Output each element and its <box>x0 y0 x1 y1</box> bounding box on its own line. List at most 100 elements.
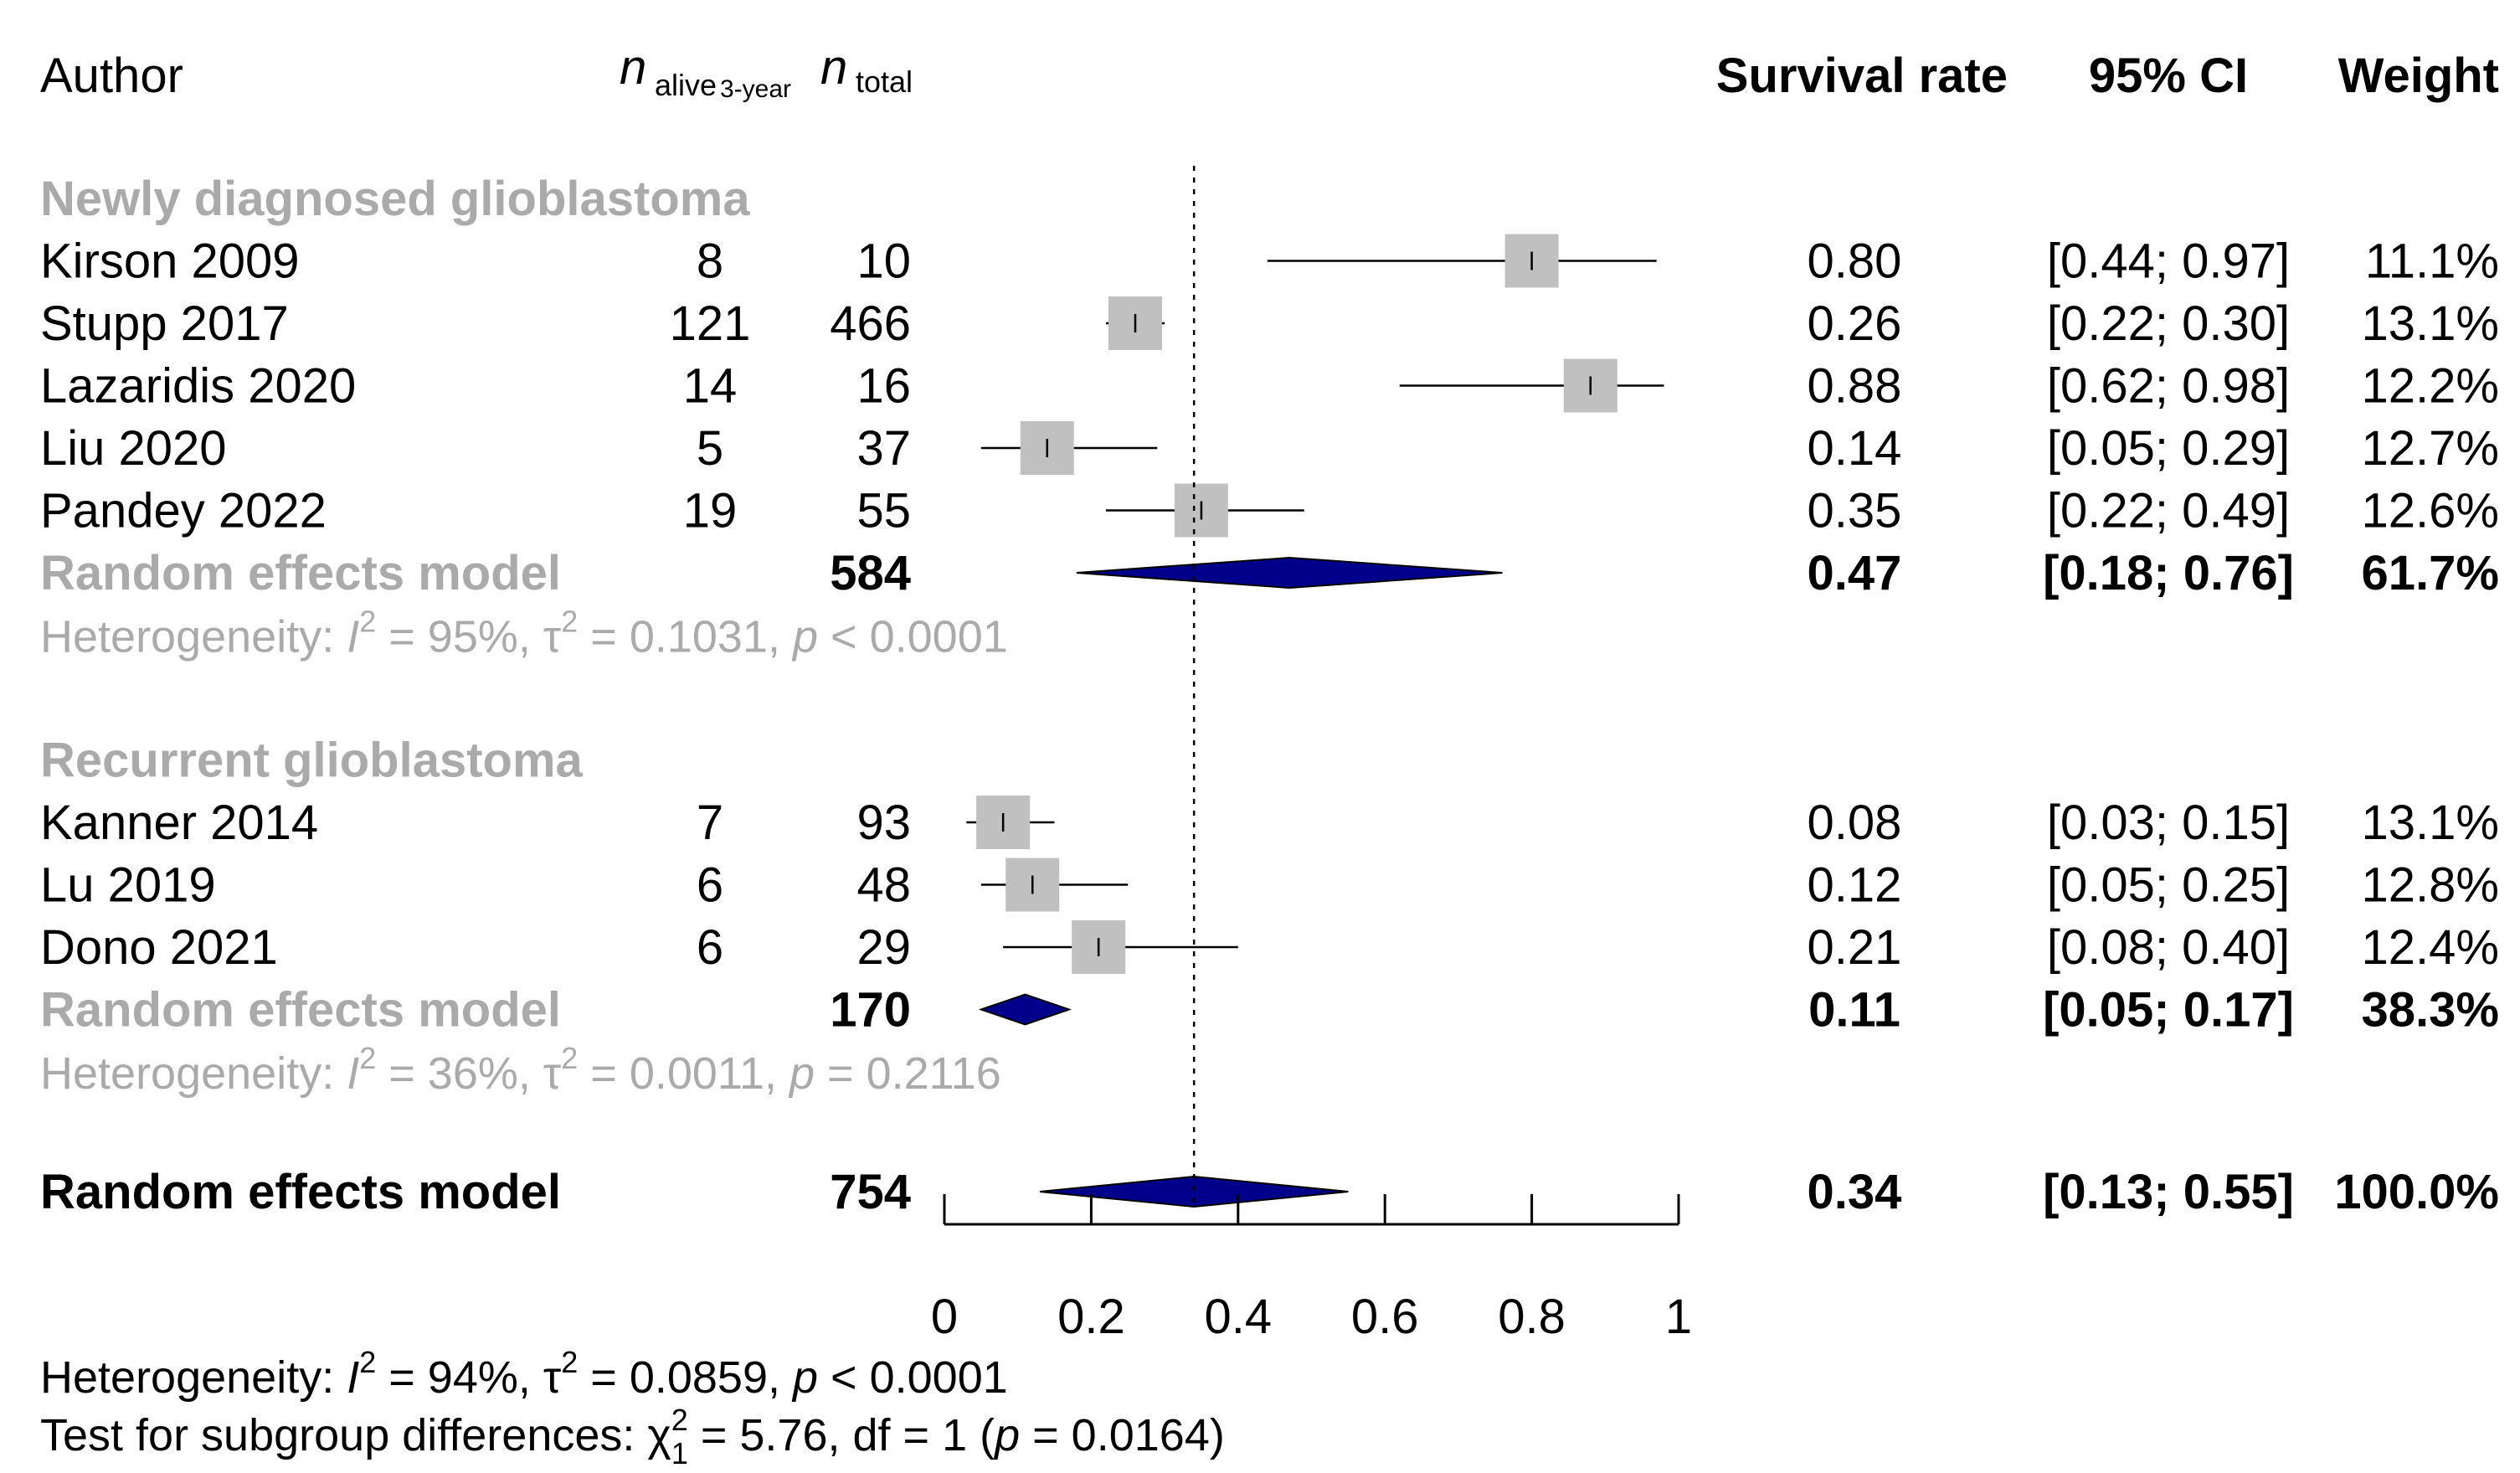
subgroup-test: Test for subgroup differences: χ2 1 = 5.7… <box>40 1403 1225 1470</box>
study-rate: 0.08 <box>1808 796 1902 850</box>
x-tick-label: 0.4 <box>1204 1290 1272 1344</box>
subgroup-test-prefix: Test for subgroup differences: <box>40 1410 647 1460</box>
study-ci: [0.05; 0.29] <box>2047 421 2290 476</box>
study-row: Lu 2019 6 48 0.12 [0.05; 0.25] 12.8% <box>40 858 2499 913</box>
study-total: 10 <box>856 234 911 289</box>
study-alive: 19 <box>683 484 738 538</box>
study-row: Pandey 2022 19 55 0.35 [0.22; 0.49] 12.6% <box>40 484 2499 538</box>
study-total: 16 <box>856 359 911 414</box>
tau-value: = 0.1031, <box>578 612 793 662</box>
model-weight: 38.3% <box>2362 983 2499 1038</box>
study-total: 55 <box>856 484 911 538</box>
tau-symbol: τ <box>543 612 561 662</box>
heterogeneity-prefix: Heterogeneity: <box>40 1352 347 1403</box>
study-alive: 7 <box>697 796 723 850</box>
x-axis: 0 0.2 0.4 0.6 0.8 1 <box>931 1194 1692 1344</box>
study-ci: [0.22; 0.30] <box>2047 296 2290 351</box>
study-author: Lu 2019 <box>40 858 216 913</box>
i-superscript: 2 <box>359 1041 376 1075</box>
study-row: Stupp 2017 121 466 0.26 [0.22; 0.30] 13.1% <box>40 296 2499 351</box>
i-superscript: 2 <box>359 1345 376 1379</box>
study-rate: 0.88 <box>1808 359 1902 414</box>
study-author: Stupp 2017 <box>40 296 289 351</box>
study-author: Kirson 2009 <box>40 234 300 289</box>
p-value: = 0.0164) <box>1020 1410 1225 1460</box>
overall-model-row: Random effects model 754 0.34 [0.13; 0.55] 1… <box>40 1165 2499 1219</box>
model-rate: 0.11 <box>1808 983 1900 1038</box>
subgroup-model-row: Random effects model 584 0.47 [0.18; 0.76] 6… <box>40 546 2499 600</box>
study-ci: [0.44; 0.97] <box>2047 234 2290 289</box>
chi-symbol: χ <box>647 1410 671 1460</box>
model-diamond <box>1039 1175 1349 1208</box>
study-row: Dono 2021 6 29 0.21 [0.08; 0.40] 12.4% <box>40 920 2499 975</box>
study-rate: 0.12 <box>1808 858 1902 913</box>
model-total: 754 <box>830 1165 911 1219</box>
x-tick-label: 1 <box>1665 1290 1692 1344</box>
subgroup-heterogeneity: Heterogeneity: I2 = 95%, τ2 = 0.1031, p … <box>40 605 1008 662</box>
p-symbol: p <box>791 612 818 662</box>
model-label: Random effects model <box>40 546 561 600</box>
subgroup-title: Newly diagnosed glioblastoma <box>40 172 750 226</box>
study-rate: 0.26 <box>1808 296 1902 351</box>
study-weight: 11.1% <box>2365 234 2499 289</box>
header-n-total: n <box>820 40 847 95</box>
study-ci: [0.08; 0.40] <box>2047 920 2290 975</box>
model-diamond <box>1076 556 1503 590</box>
tau-superscript: 2 <box>561 605 578 639</box>
header-n-total-sub: total <box>856 64 913 99</box>
study-rate: 0.35 <box>1808 484 1902 538</box>
tau-superscript: 2 <box>561 1041 578 1075</box>
study-author: Dono 2021 <box>40 920 278 975</box>
i-value: = 95%, <box>376 612 543 662</box>
study-weight: 13.1% <box>2362 296 2499 351</box>
tau-symbol: τ <box>543 1048 561 1099</box>
p-value: < 0.0001 <box>818 1352 1008 1403</box>
study-alive: 6 <box>697 920 723 975</box>
i-symbol: I <box>347 612 359 662</box>
study-weight: 12.4% <box>2362 920 2499 975</box>
model-diamond <box>978 993 1072 1026</box>
study-author: Liu 2020 <box>40 421 227 476</box>
model-rate: 0.34 <box>1808 1165 1902 1219</box>
study-alive: 5 <box>697 421 723 476</box>
i-symbol: I <box>347 1048 359 1099</box>
study-row: Kanner 2014 7 93 0.08 [0.03; 0.15] 13.1% <box>40 796 2499 850</box>
model-weight: 100.0% <box>2334 1165 2499 1219</box>
tau-value: = 0.0011, <box>578 1048 789 1099</box>
x-tick-label: 0.6 <box>1351 1290 1419 1344</box>
study-total: 29 <box>856 920 911 975</box>
p-symbol: p <box>788 1048 815 1099</box>
model-rate: 0.47 <box>1808 546 1902 600</box>
model-ci: [0.05; 0.17] <box>2043 983 2294 1038</box>
study-rate: 0.21 <box>1808 920 1902 975</box>
heterogeneity-prefix: Heterogeneity: <box>40 1048 347 1099</box>
study-author: Lazaridis 2020 <box>40 359 356 414</box>
x-tick-label: 0.2 <box>1057 1290 1125 1344</box>
header-ci: 95% CI <box>2089 49 2248 103</box>
study-rate: 0.80 <box>1808 234 1902 289</box>
header-n-alive-sub: alive <box>655 68 717 102</box>
p-symbol: p <box>993 1410 1020 1460</box>
model-weight: 61.7% <box>2362 546 2499 600</box>
study-ci: [0.05; 0.25] <box>2047 858 2290 913</box>
table-rows: Newly diagnosed glioblastoma Kirson 2009 8… <box>40 172 2499 1219</box>
study-total: 48 <box>856 858 911 913</box>
study-ci: [0.62; 0.98] <box>2047 359 2290 414</box>
model-total: 584 <box>830 546 911 600</box>
study-weight: 12.6% <box>2362 484 2499 538</box>
model-ci: [0.13; 0.55] <box>2043 1165 2294 1219</box>
study-weight: 12.7% <box>2362 421 2499 476</box>
header-n-alive: n <box>620 40 646 95</box>
study-total: 37 <box>856 421 911 476</box>
study-author: Kanner 2014 <box>40 796 318 850</box>
overall-heterogeneity: Heterogeneity: I2 = 94%, τ2 = 0.0859, p … <box>40 1345 1008 1403</box>
plot-layer <box>966 166 1664 1208</box>
study-weight: 13.1% <box>2362 796 2499 850</box>
chi-subscript: 1 <box>671 1436 688 1470</box>
study-rate: 0.14 <box>1808 421 1902 476</box>
footer: Heterogeneity: I2 = 94%, τ2 = 0.0859, p … <box>40 1345 1225 1470</box>
model-label: Random effects model <box>40 983 561 1038</box>
study-row: Kirson 2009 8 10 0.80 [0.44; 0.97] 11.1% <box>40 234 2499 289</box>
p-symbol: p <box>791 1352 818 1403</box>
